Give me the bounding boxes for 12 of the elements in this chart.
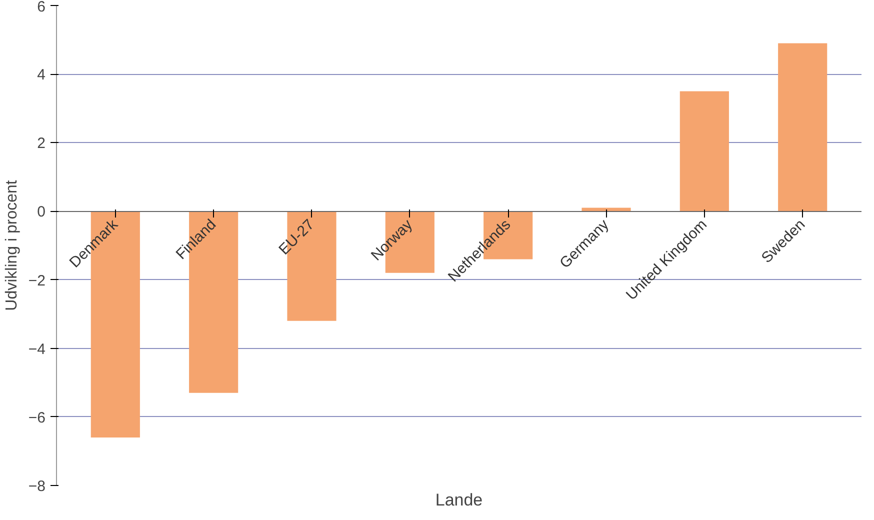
y-tick-label: 6 <box>37 0 46 16</box>
y-tick-label: −8 <box>28 478 46 495</box>
y-tick-label: −6 <box>28 409 46 426</box>
y-tick-label: 2 <box>37 135 46 152</box>
y-tick-label: −4 <box>28 340 46 358</box>
bar <box>680 91 729 212</box>
x-axis-title: Lande <box>435 490 483 510</box>
y-axis-title: Udvikling i procent <box>3 180 20 311</box>
bar <box>778 43 828 212</box>
y-tick-label: 4 <box>37 66 46 84</box>
y-tick-label: −2 <box>28 272 46 290</box>
y-tick-label: 0 <box>37 204 46 221</box>
